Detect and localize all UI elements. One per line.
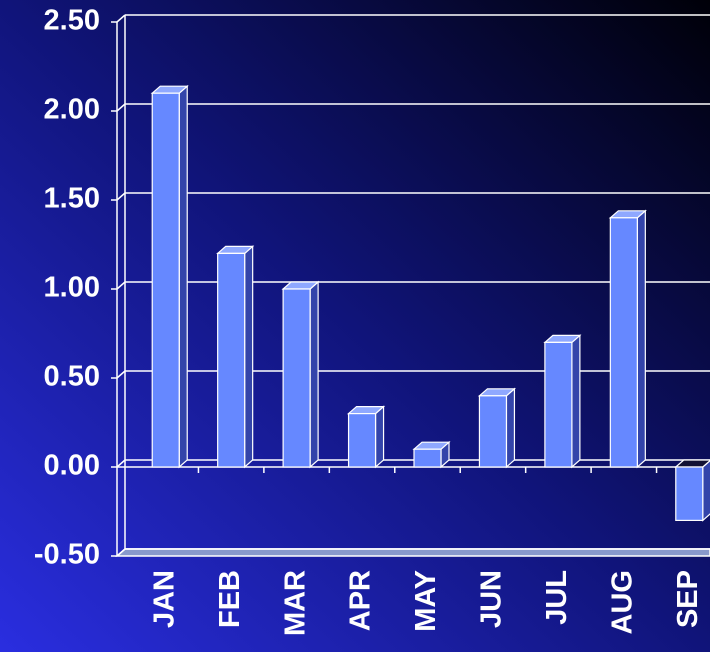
x-tick-label: AUG bbox=[606, 570, 638, 634]
grid-slant bbox=[116, 459, 126, 468]
grid-slant bbox=[116, 548, 126, 557]
bar-side bbox=[374, 405, 385, 469]
y-tick-label: 2.50 bbox=[44, 5, 100, 37]
bar bbox=[151, 92, 180, 468]
y-tick-label: -0.50 bbox=[34, 539, 100, 571]
x-tick-label: FEB bbox=[214, 570, 246, 628]
y-tick-label: 0.50 bbox=[44, 361, 100, 393]
x-tick-label: MAY bbox=[410, 570, 442, 632]
bar bbox=[282, 288, 311, 468]
grid-slant bbox=[116, 281, 126, 290]
bar bbox=[544, 341, 573, 468]
x-tick-label: MAR bbox=[279, 570, 311, 636]
bar-side bbox=[505, 387, 516, 469]
bar-side bbox=[178, 84, 188, 469]
y-tick-label: 1.00 bbox=[44, 272, 100, 304]
y-tick-label: 0.00 bbox=[44, 450, 100, 482]
bar-side bbox=[636, 209, 646, 469]
bar bbox=[347, 413, 377, 468]
bar-side bbox=[244, 245, 254, 469]
bar-side bbox=[309, 280, 319, 469]
bar bbox=[217, 252, 246, 468]
grid-slant bbox=[116, 192, 126, 201]
grid-slant bbox=[116, 14, 126, 23]
grid-slant bbox=[116, 103, 126, 112]
x-tick-label: JUN bbox=[476, 570, 508, 628]
x-tick-label: JUL bbox=[541, 570, 573, 625]
x-tick-label: APR bbox=[345, 570, 377, 631]
y-tick-label: 1.50 bbox=[44, 183, 100, 215]
bar bbox=[413, 448, 442, 468]
bar-side bbox=[702, 459, 710, 522]
grid-slant bbox=[116, 370, 126, 379]
bar-side bbox=[571, 334, 581, 469]
x-tick-label: SEP bbox=[672, 570, 704, 628]
bar bbox=[675, 466, 704, 522]
floor bbox=[115, 548, 710, 557]
bar bbox=[478, 395, 508, 468]
bar bbox=[609, 217, 638, 468]
y-tick-label: 2.00 bbox=[44, 94, 100, 126]
x-tick-label: JAN bbox=[148, 570, 180, 628]
